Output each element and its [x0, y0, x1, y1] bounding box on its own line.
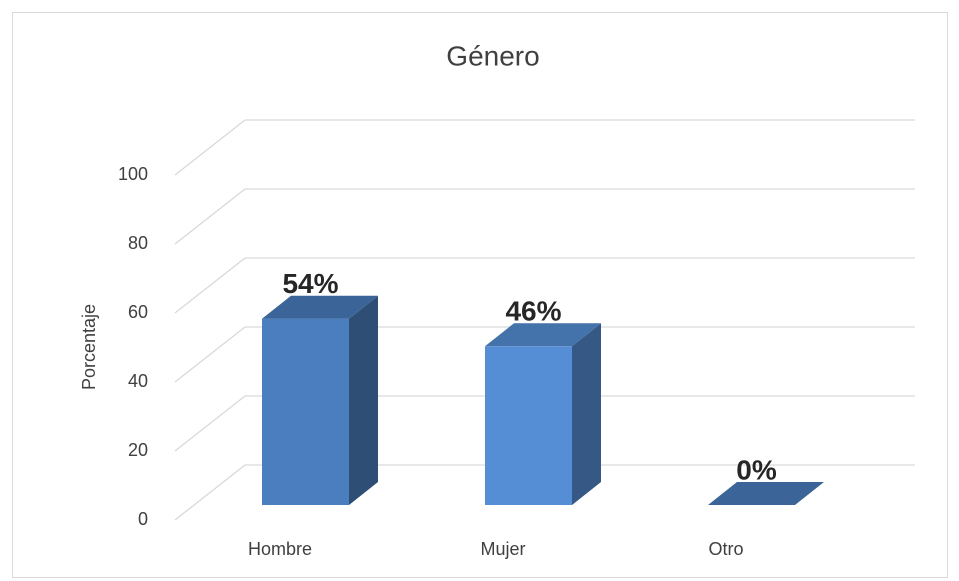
data-label: 46%	[505, 296, 561, 327]
bar-front	[485, 346, 572, 505]
bar-top	[262, 295, 378, 319]
bar-top	[708, 482, 824, 505]
bar-top	[485, 323, 601, 347]
grid-line-side	[174, 395, 246, 452]
y-tick-label: 80	[128, 233, 148, 253]
data-label: 54%	[282, 268, 338, 299]
y-axis-label: Porcentaje	[79, 304, 99, 390]
grid-line-side	[174, 257, 246, 314]
bar-side	[572, 323, 601, 505]
y-tick-label: 40	[128, 371, 148, 391]
grid-line-side	[174, 119, 246, 176]
grid-line-side	[174, 188, 246, 245]
y-tick-label: 60	[128, 302, 148, 322]
grid-line-side	[174, 464, 246, 521]
y-tick-label: 20	[128, 440, 148, 460]
bar-side	[349, 295, 378, 505]
x-tick-label: Otro	[708, 539, 743, 559]
chart-title: Género	[446, 40, 539, 71]
x-tick-label: Mujer	[480, 539, 525, 559]
y-tick-label: 0	[138, 509, 148, 529]
y-tick-label: 100	[118, 164, 148, 184]
data-label: 0%	[736, 454, 777, 485]
bar-front	[262, 318, 349, 505]
x-tick-label: Hombre	[248, 539, 312, 559]
grid-line-side	[174, 326, 246, 383]
